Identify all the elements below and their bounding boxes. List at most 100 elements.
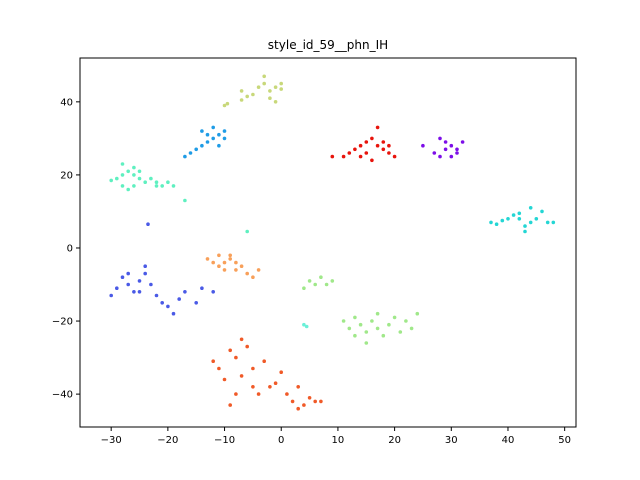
scatter-point xyxy=(494,222,499,226)
scatter-point xyxy=(251,275,255,280)
scatter-point xyxy=(387,143,391,148)
scatter-point xyxy=(415,311,420,316)
scatter-point xyxy=(245,94,249,99)
scatter-point xyxy=(364,151,369,155)
scatter-point xyxy=(183,154,187,159)
scatter-point xyxy=(262,81,267,86)
scatter-point xyxy=(194,301,198,305)
x-tick-label: 10 xyxy=(332,435,345,446)
scatter-point xyxy=(239,264,244,269)
scatter-point xyxy=(234,260,238,265)
scatter-point xyxy=(234,355,238,360)
scatter-point xyxy=(268,96,272,100)
x-tick-label: 30 xyxy=(445,435,458,446)
scatter-point xyxy=(256,392,261,396)
scatter-point xyxy=(126,271,130,276)
y-axis: −40 −20 0 20 40 xyxy=(52,97,80,401)
scatter-point xyxy=(137,290,142,294)
scatter-point xyxy=(200,286,204,291)
scatter-point xyxy=(120,162,125,166)
scatter-point xyxy=(205,140,210,144)
scatter-point xyxy=(523,229,527,234)
scatter-point xyxy=(217,264,221,269)
scatter-point xyxy=(273,85,278,89)
scatter-point xyxy=(256,268,261,272)
scatter-point xyxy=(285,392,289,396)
scatter-point xyxy=(120,184,125,188)
scatter-point xyxy=(421,143,425,148)
scatter-point xyxy=(319,399,323,404)
scatter-point xyxy=(506,217,510,221)
scatter-point xyxy=(279,81,284,86)
scatter-point xyxy=(211,290,215,294)
scatter-point xyxy=(120,173,125,177)
scatter-point xyxy=(251,385,255,389)
plot-frame xyxy=(79,57,577,428)
scatter-point xyxy=(154,180,159,184)
scatter-point xyxy=(137,169,142,174)
scatter-point xyxy=(364,140,369,144)
scatter-point xyxy=(143,264,147,269)
scatter-point xyxy=(126,169,130,174)
scatter-point xyxy=(154,184,159,188)
scatter-point xyxy=(149,176,153,181)
scatter-point xyxy=(228,253,232,258)
scatter-point xyxy=(528,220,533,225)
scatter-point xyxy=(132,290,136,294)
y-tick-label: 40 xyxy=(60,97,73,108)
scatter-point xyxy=(245,271,249,276)
scatter-point xyxy=(358,322,363,327)
scatter-point xyxy=(375,326,380,331)
y-tick-label: 20 xyxy=(60,170,73,181)
scatter-point xyxy=(313,399,318,404)
scatter-point xyxy=(534,217,539,221)
x-tick-label: 40 xyxy=(502,435,515,446)
scatter-point xyxy=(126,282,130,287)
scatter-point xyxy=(166,304,170,309)
scatter-point xyxy=(290,399,295,404)
scatter-point xyxy=(205,257,210,261)
scatter-point xyxy=(302,322,306,327)
scatter-point xyxy=(222,260,227,265)
scatter-point xyxy=(137,279,142,283)
scatter-point xyxy=(268,89,272,93)
scatter-point xyxy=(500,218,505,223)
points-layer xyxy=(109,74,556,411)
x-tick-label: 50 xyxy=(558,435,571,446)
scatter-point xyxy=(217,253,221,258)
scatter-point xyxy=(347,326,352,331)
scatter-point xyxy=(234,392,238,396)
scatter-point xyxy=(222,268,227,272)
scatter-point xyxy=(375,311,380,316)
scatter-point xyxy=(392,315,397,320)
x-tick-label: −20 xyxy=(157,435,178,446)
scatter-point xyxy=(268,385,272,389)
scatter-point xyxy=(341,319,346,323)
scatter-point xyxy=(228,403,232,407)
x-axis: −30 −20 −10 0 10 20 30 40 50 xyxy=(101,427,571,446)
scatter-point xyxy=(460,140,465,144)
scatter-point xyxy=(364,341,369,345)
scatter-point xyxy=(109,178,113,183)
scatter-point xyxy=(398,330,403,334)
scatter-point xyxy=(143,180,147,184)
scatter-point xyxy=(132,173,136,177)
scatter-point xyxy=(177,297,181,301)
scatter-point xyxy=(217,143,221,148)
scatter-point xyxy=(188,151,193,155)
scatter-point xyxy=(296,385,301,389)
scatter-point xyxy=(256,85,261,89)
scatter-point xyxy=(225,101,230,106)
scatter-point xyxy=(381,140,386,144)
scatter-point xyxy=(304,324,309,329)
scatter-point xyxy=(234,268,238,272)
scatter-point xyxy=(146,222,150,226)
chart-title: style_id_59__phn_IH xyxy=(268,38,388,52)
scatter-point xyxy=(273,381,278,386)
scatter-point xyxy=(222,129,227,133)
scatter-point xyxy=(171,184,176,188)
scatter-point xyxy=(381,333,386,338)
scatter-point xyxy=(540,209,544,214)
scatter-point xyxy=(551,220,556,225)
